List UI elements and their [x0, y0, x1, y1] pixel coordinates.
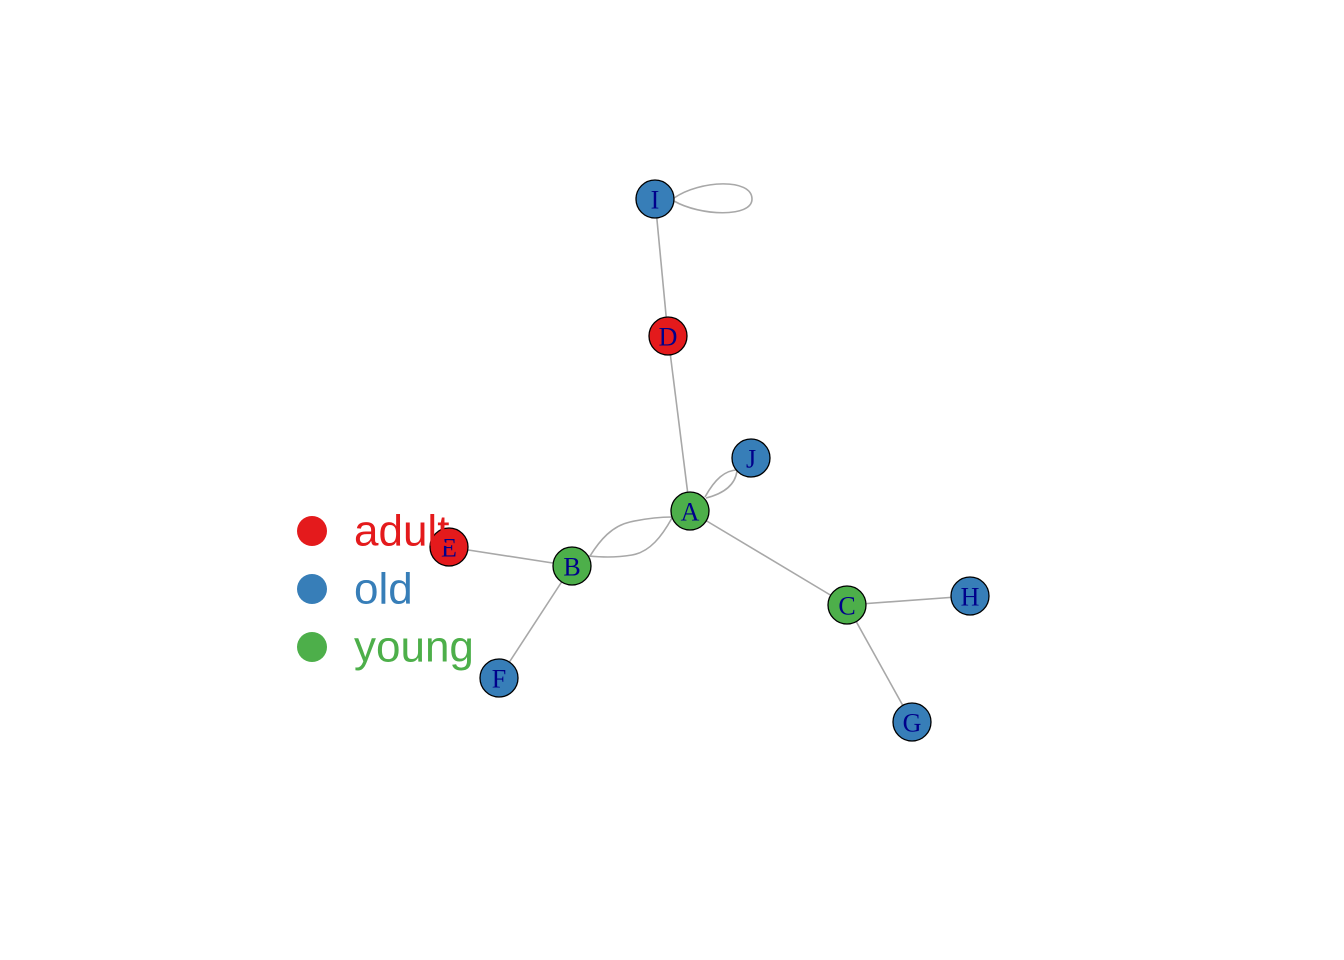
edge-b-a: [589, 516, 673, 557]
node-label: C: [838, 592, 855, 621]
node-label: H: [961, 583, 980, 612]
node-label: E: [441, 534, 457, 563]
edge-b-f: [498, 565, 573, 679]
node-label: G: [903, 709, 922, 738]
node-a[interactable]: A: [670, 491, 710, 531]
node-circle: [479, 658, 519, 698]
legend-label-adult: adult: [354, 507, 449, 556]
node-circle: [827, 585, 867, 625]
node-circle: [731, 438, 771, 478]
edge-b-e: [448, 546, 573, 567]
node-h[interactable]: H: [950, 576, 990, 616]
node-i[interactable]: I: [635, 179, 675, 219]
node-d[interactable]: D: [648, 316, 688, 356]
edge-a-c: [689, 510, 848, 606]
legend-label-young: young: [354, 623, 474, 672]
edge-a-j: [704, 469, 739, 498]
node-circle: [635, 179, 675, 219]
node-circle: [429, 527, 469, 567]
edge-i-d: [654, 198, 669, 337]
edge-d-a: [667, 335, 691, 512]
legend-dot-adult: [297, 516, 327, 546]
node-g[interactable]: G: [892, 702, 932, 742]
node-f[interactable]: F: [479, 658, 519, 698]
node-label: A: [681, 498, 700, 527]
legend-label-old: old: [354, 565, 413, 614]
node-circle: [892, 702, 932, 742]
legend-dot-old: [297, 574, 327, 604]
edge-c-h: [846, 595, 971, 606]
node-label: B: [563, 553, 580, 582]
legend: adult old young: [297, 507, 474, 672]
node-layer: A B C D E F G H I J: [429, 179, 990, 742]
edge-j-a: [705, 470, 738, 499]
node-e[interactable]: E: [429, 527, 469, 567]
node-label: D: [659, 323, 678, 352]
node-circle: [648, 316, 688, 356]
node-label: I: [651, 186, 660, 215]
node-circle: [552, 546, 592, 586]
node-label: J: [746, 445, 756, 474]
edge-i-i: [673, 183, 753, 214]
edge-layer: [448, 183, 971, 723]
node-j[interactable]: J: [731, 438, 771, 478]
edge-a-b: [587, 517, 673, 558]
node-c[interactable]: C: [827, 585, 867, 625]
edge-c-g: [846, 604, 913, 723]
legend-dot-young: [297, 632, 327, 662]
node-b[interactable]: B: [552, 546, 592, 586]
node-label: F: [492, 665, 506, 694]
node-circle: [950, 576, 990, 616]
node-circle: [670, 491, 710, 531]
